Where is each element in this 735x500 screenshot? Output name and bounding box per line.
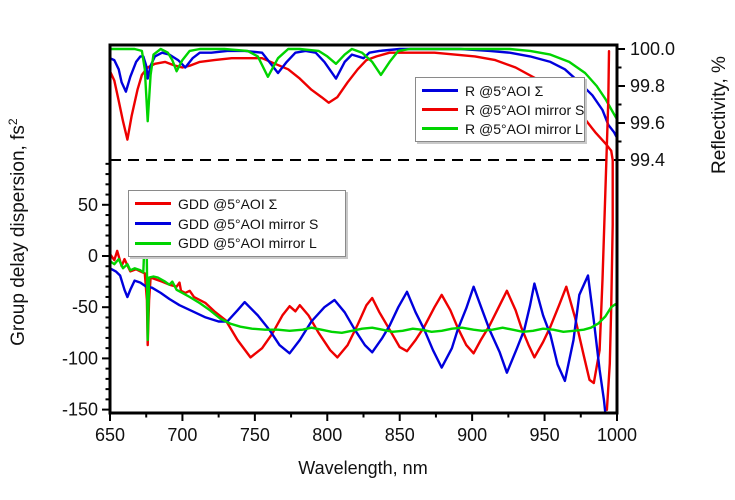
- tick-label: 100.0: [630, 39, 675, 59]
- legend-reflectivity: R @5°AOI Σ R @5°AOI mirror S R @5°AOI mirr…: [415, 77, 585, 142]
- tick-label: -100: [62, 348, 98, 368]
- legend-item: R @5°AOI Σ: [422, 81, 578, 100]
- tick-label: 50: [78, 195, 98, 215]
- legend-item: R @5°AOI mirror L: [422, 119, 583, 138]
- legend-label: GDD @5°AOI mirror S: [178, 215, 319, 232]
- legend-item: GDD @5°AOI mirror S: [135, 214, 339, 234]
- legend-label: R @5°AOI mirror S: [465, 101, 585, 118]
- x-axis-title: Wavelength, nm: [298, 458, 428, 478]
- tick-label: 99.4: [630, 150, 665, 170]
- legend-label: R @5°AOI Σ: [465, 82, 544, 99]
- series-gdd-5-aoi-mirror-s: [111, 267, 607, 412]
- tick-label: 650: [95, 425, 125, 445]
- left-axis-title: Group delay dispersion, fs2: [5, 118, 30, 346]
- tick-label: 0: [88, 246, 98, 266]
- legend-line-sample: [422, 89, 458, 92]
- legend-label: R @5°AOI mirror L: [465, 120, 583, 137]
- tick-label: 800: [312, 425, 342, 445]
- tick-label: 700: [167, 425, 197, 445]
- tick-label: -150: [62, 400, 98, 420]
- legend-line-sample: [422, 127, 458, 130]
- legend-item: GDD @5°AOI Σ: [135, 194, 339, 214]
- tick-label: 950: [530, 425, 560, 445]
- legend-line-sample: [135, 202, 171, 206]
- tick-label: 750: [240, 425, 270, 445]
- tick-label: 99.6: [630, 113, 665, 133]
- series-r-5-aoi-mirror-l: [111, 47, 616, 123]
- legend-item: GDD @5°AOI mirror L: [135, 233, 339, 253]
- legend-gdd: GDD @5°AOI Σ GDD @5°AOI mirror S GDD @5°AO…: [128, 190, 346, 257]
- legend-label: GDD @5°AOI Σ: [178, 195, 278, 212]
- tick-label: 1000: [597, 425, 637, 445]
- legend-line-sample: [135, 241, 171, 245]
- tick-label: 850: [385, 425, 415, 445]
- legend-item: R @5°AOI mirror S: [422, 100, 584, 119]
- right-axis-title: Reflectivity, %: [709, 56, 730, 174]
- series-gdd-5-aoi-mirror-l: [111, 198, 616, 342]
- legend-label: GDD @5°AOI mirror L: [178, 235, 317, 252]
- superscript-2: 2: [5, 118, 20, 126]
- legend-line-sample: [422, 108, 458, 111]
- tick-label: -50: [72, 297, 98, 317]
- series-r-5-aoi-mirror-s: [111, 51, 614, 411]
- legend-line-sample: [135, 222, 171, 225]
- tick-label: 900: [457, 425, 487, 445]
- tick-label: 99.8: [630, 76, 665, 96]
